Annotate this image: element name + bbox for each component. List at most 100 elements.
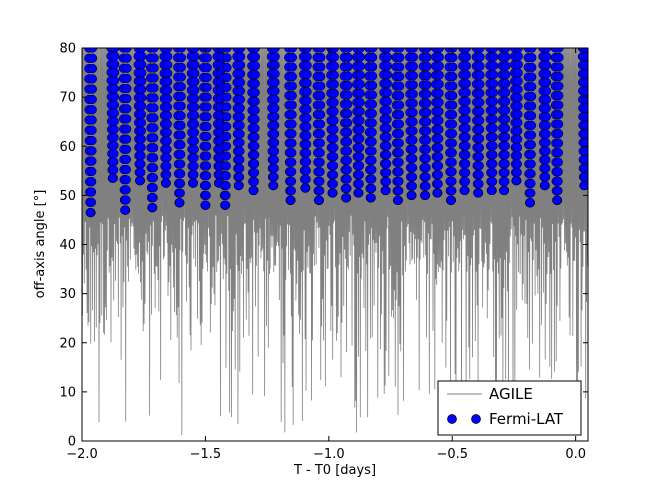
fermi-point [175,178,186,189]
y-tick-label: 60 [59,140,76,155]
fermi-point [250,141,260,151]
fermi-point [500,159,510,169]
fermi-point [526,169,536,179]
fermi-point [434,133,444,144]
fermi-point [394,176,404,186]
fermi-visit [186,48,200,188]
fermi-point [355,52,365,62]
series-fermi-lat [84,48,588,218]
fermi-point [511,175,522,186]
fermi-point [488,105,498,115]
fermi-point [488,150,498,160]
fermi-visit [430,48,444,198]
fermi-point [202,141,212,151]
fermi-point [329,115,339,126]
fermi-point [579,180,588,191]
fermi-point [302,113,312,123]
fermi-point [136,126,146,136]
fermi-point [109,59,120,69]
fermi-point [328,179,338,189]
fermi-point [87,94,97,105]
fermi-point [149,123,159,133]
fermi-point [554,62,564,72]
fermi-visit [391,48,405,205]
fermi-point [301,174,311,184]
fermi-point [189,161,199,171]
fermi-point [501,78,511,89]
fermi-point [149,63,159,73]
fermi-point [315,100,326,110]
fermi-point [222,82,232,92]
fermi-point [381,176,391,187]
fermi-point [327,188,338,198]
fermi-point [175,159,186,169]
fermi-point [270,94,280,105]
fermi-point [149,53,159,63]
fermi-point [189,110,200,121]
fermi-point [422,48,432,53]
fermi-point [162,119,172,129]
y-tick-label: 20 [59,336,76,351]
fermi-point [513,68,523,78]
fermi-point [162,110,172,121]
fermi-point [122,83,132,94]
fermi-point [512,142,523,153]
fermi-point [461,96,471,107]
fermi-point [367,165,377,175]
fermi-visit [266,48,280,191]
fermi-point [382,78,392,89]
fermi-point [395,71,405,82]
fermi-point [189,102,200,112]
fermi-point [136,117,147,128]
fermi-point [461,114,471,124]
fermi-point [315,81,326,91]
fermi-point [367,108,377,119]
fermi-point [408,107,418,118]
legend-fermi-swatch-left [447,414,457,424]
fermi-point [250,123,260,133]
fermi-point [355,70,365,80]
fermi-visit [247,48,261,196]
fermi-point [162,161,172,171]
fermi-point [460,159,471,169]
fermi-point [342,146,352,156]
x-tick-label: −1.0 [313,447,345,462]
fermi-visit [326,48,340,198]
fermi-point [354,152,365,162]
fermi-point [343,71,353,81]
fermi-point [395,48,405,53]
fermi-point [526,91,537,102]
fermi-point [162,127,172,138]
fermi-point [87,74,97,84]
fermi-point [513,126,523,136]
y-tick-label: 30 [59,287,76,302]
fermi-point [475,52,485,62]
fermi-point [109,108,119,118]
fermi-point [488,87,498,98]
fermi-point [301,157,312,167]
fermi-point [394,90,405,101]
fermi-point [434,88,444,98]
fermi-point [513,109,523,119]
fermi-point [420,190,430,201]
fermi-point [540,180,550,191]
fermi-point [269,120,280,131]
fermi-point [355,115,365,126]
fermi-point [200,200,211,210]
fermi-visit [339,48,353,203]
fermi-point [500,150,510,160]
y-axis-label: off-axis angle [°] [33,190,48,299]
fermi-point [315,109,326,120]
fermi-visit [298,48,312,193]
fermi-point [448,48,458,53]
fermi-point [161,178,171,188]
fermi-point [250,87,260,98]
fermi-point [382,132,392,142]
fermi-point [250,96,260,107]
fermi-point [201,151,212,161]
fermi-point [250,52,261,62]
fermi-point [408,61,418,72]
fermi-point [269,172,279,182]
fermi-point [447,186,457,196]
y-tick-label: 40 [59,238,76,253]
